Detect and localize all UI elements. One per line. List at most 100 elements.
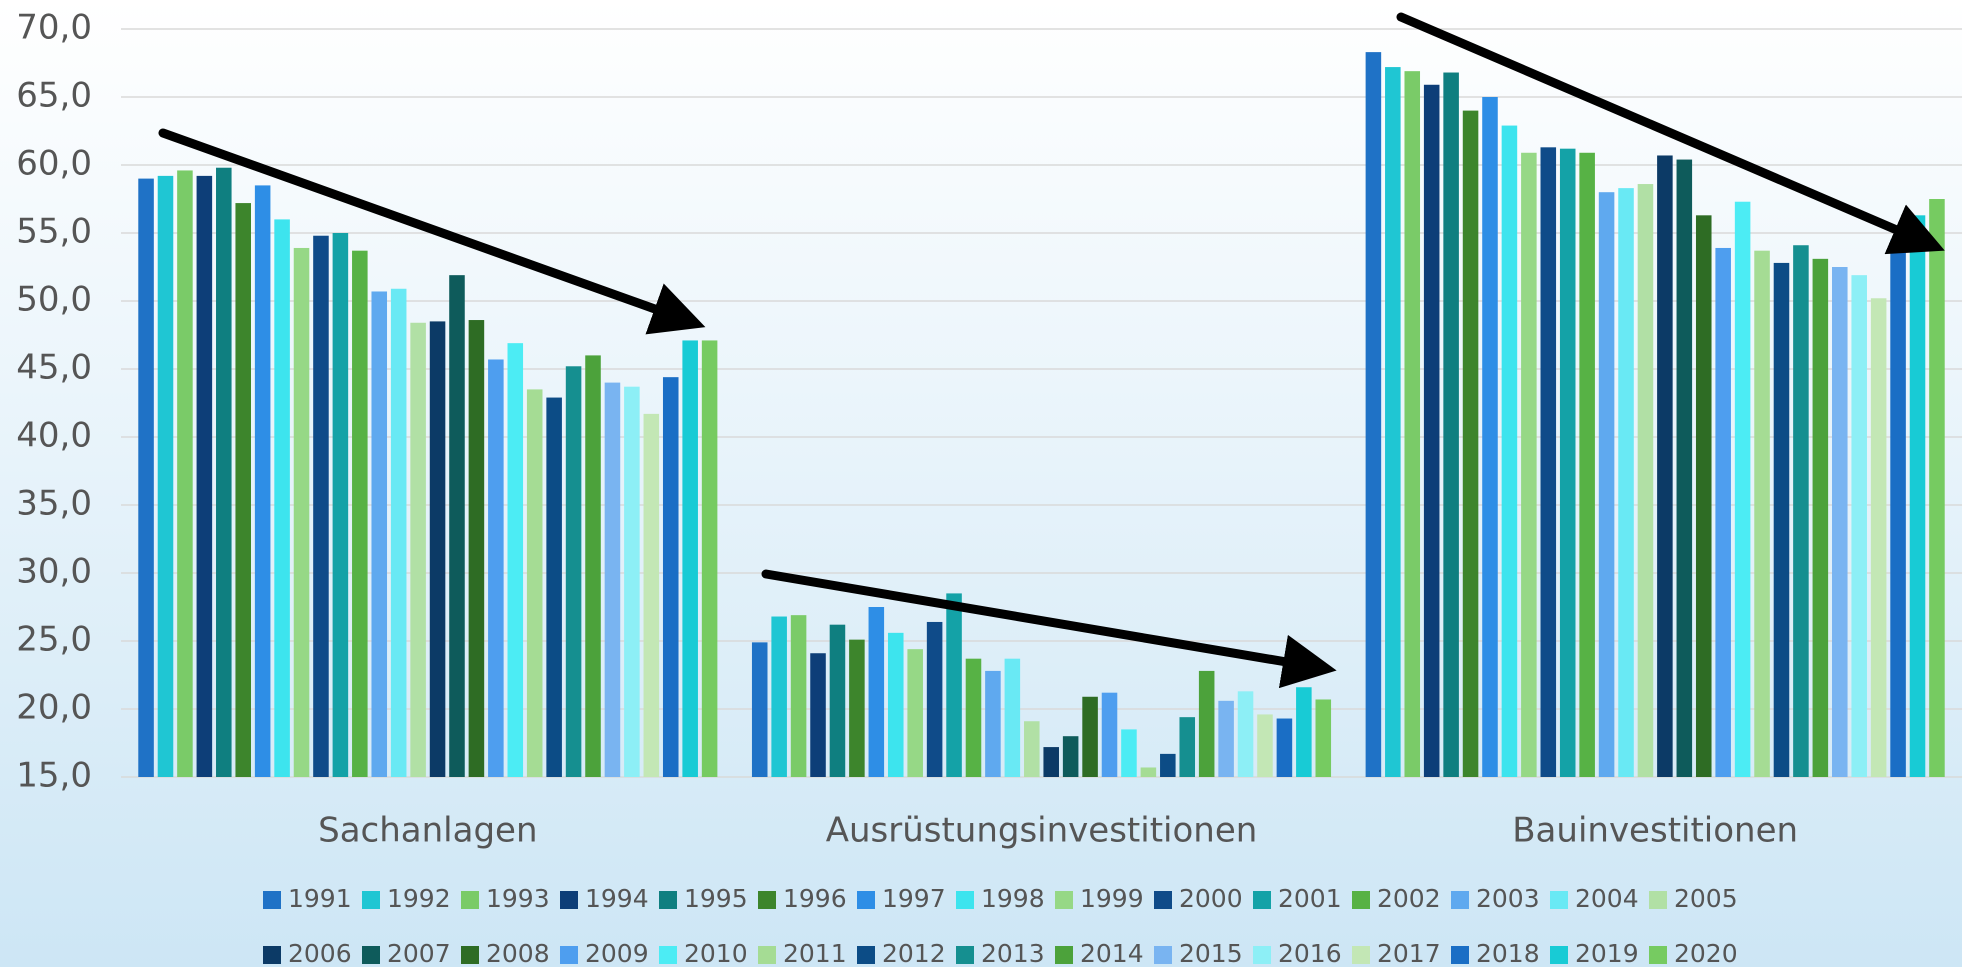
bar	[468, 320, 485, 777]
x-tick-label: Ausrüstungsinvestitionen	[826, 811, 1258, 851]
bar	[1579, 152, 1595, 777]
legend-label: 2015	[1179, 939, 1243, 967]
bar	[1385, 67, 1401, 777]
y-tick-label: 15,0	[16, 756, 92, 796]
bar	[449, 275, 465, 777]
legend-label: 2004	[1575, 884, 1639, 913]
bar	[1695, 215, 1712, 777]
bar	[1482, 97, 1498, 777]
bar	[624, 386, 640, 777]
bar	[1257, 714, 1273, 777]
bar	[1082, 696, 1098, 777]
legend-label: 1993	[486, 884, 550, 913]
legend-label: 2016	[1278, 939, 1342, 967]
bar	[216, 167, 232, 778]
legend-label: 2011	[783, 939, 847, 967]
bar	[1043, 747, 1059, 777]
bar	[1062, 736, 1079, 777]
bar	[1365, 52, 1382, 778]
bar	[313, 235, 329, 778]
bar	[274, 219, 290, 777]
bar	[810, 653, 826, 777]
bar	[1734, 201, 1751, 778]
legend-label: 1998	[981, 884, 1045, 913]
legend-swatch	[1550, 946, 1568, 964]
bar	[1140, 767, 1157, 777]
bar	[643, 413, 660, 777]
legend-label: 2002	[1377, 884, 1441, 913]
bar	[1812, 258, 1829, 778]
bar	[1024, 721, 1040, 777]
bar	[1296, 687, 1312, 777]
y-tick-label: 55,0	[16, 212, 92, 252]
legend-swatch	[362, 946, 380, 964]
legend-label: 2020	[1674, 939, 1738, 967]
bar	[1637, 184, 1654, 778]
bar	[701, 340, 718, 777]
legend-swatch	[461, 891, 479, 909]
legend-label: 2009	[585, 939, 649, 967]
bar	[985, 670, 1001, 777]
legend-swatch	[560, 946, 578, 964]
legend-swatch	[1649, 946, 1667, 964]
legend-swatch	[362, 891, 380, 909]
bar	[1218, 700, 1234, 777]
bar	[371, 291, 388, 777]
bar	[1004, 658, 1021, 777]
legend-swatch	[659, 891, 677, 909]
legend-label: 1996	[783, 884, 847, 913]
legend-label: 2000	[1179, 884, 1243, 913]
bar	[1198, 670, 1215, 777]
legend-label: 2012	[882, 939, 946, 967]
bar	[907, 649, 923, 777]
bar	[751, 642, 768, 777]
bar	[526, 389, 543, 777]
legend-label: 2013	[981, 939, 1045, 967]
legend-swatch	[1253, 946, 1271, 964]
bar	[235, 203, 251, 777]
y-tick-label: 45,0	[16, 348, 92, 388]
legend-label: 2005	[1674, 884, 1738, 913]
y-tick-label: 25,0	[16, 620, 92, 660]
bar	[157, 175, 174, 777]
bar	[410, 322, 426, 777]
bar	[1443, 72, 1459, 777]
legend-label: 2010	[684, 939, 748, 967]
bar	[1598, 192, 1615, 777]
bar	[1773, 262, 1790, 777]
legend-swatch	[758, 946, 776, 964]
bar	[849, 639, 865, 777]
bar	[1501, 125, 1518, 777]
bar	[1890, 239, 1906, 778]
y-tick-label: 40,0	[16, 416, 92, 456]
legend-label: 1994	[585, 884, 649, 913]
legend-swatch	[1352, 946, 1370, 964]
bar	[1315, 699, 1332, 777]
bar	[790, 615, 807, 777]
legend-label: 1992	[387, 884, 451, 913]
bar	[177, 170, 193, 777]
arrow	[158, 128, 706, 335]
legend-swatch	[560, 891, 578, 909]
bar	[1754, 250, 1770, 777]
legend-swatch	[857, 946, 875, 964]
bar	[887, 632, 904, 777]
legend-swatch	[1550, 891, 1568, 909]
y-tick-label: 65,0	[16, 76, 92, 116]
legend-swatch	[956, 891, 974, 909]
bar	[771, 616, 787, 777]
y-tick-label: 60,0	[16, 144, 92, 184]
legend-label: 2007	[387, 939, 451, 967]
bar	[585, 355, 601, 777]
legend-swatch	[263, 946, 281, 964]
legend-swatch	[1451, 891, 1469, 909]
bar	[1237, 691, 1254, 777]
bar	[1618, 188, 1634, 777]
x-tick-label: Sachanlagen	[318, 811, 537, 851]
bar	[546, 397, 562, 777]
y-tick-label: 50,0	[16, 280, 92, 320]
legend-swatch	[956, 946, 974, 964]
legend-label: 1995	[684, 884, 748, 913]
bar	[1870, 298, 1887, 777]
